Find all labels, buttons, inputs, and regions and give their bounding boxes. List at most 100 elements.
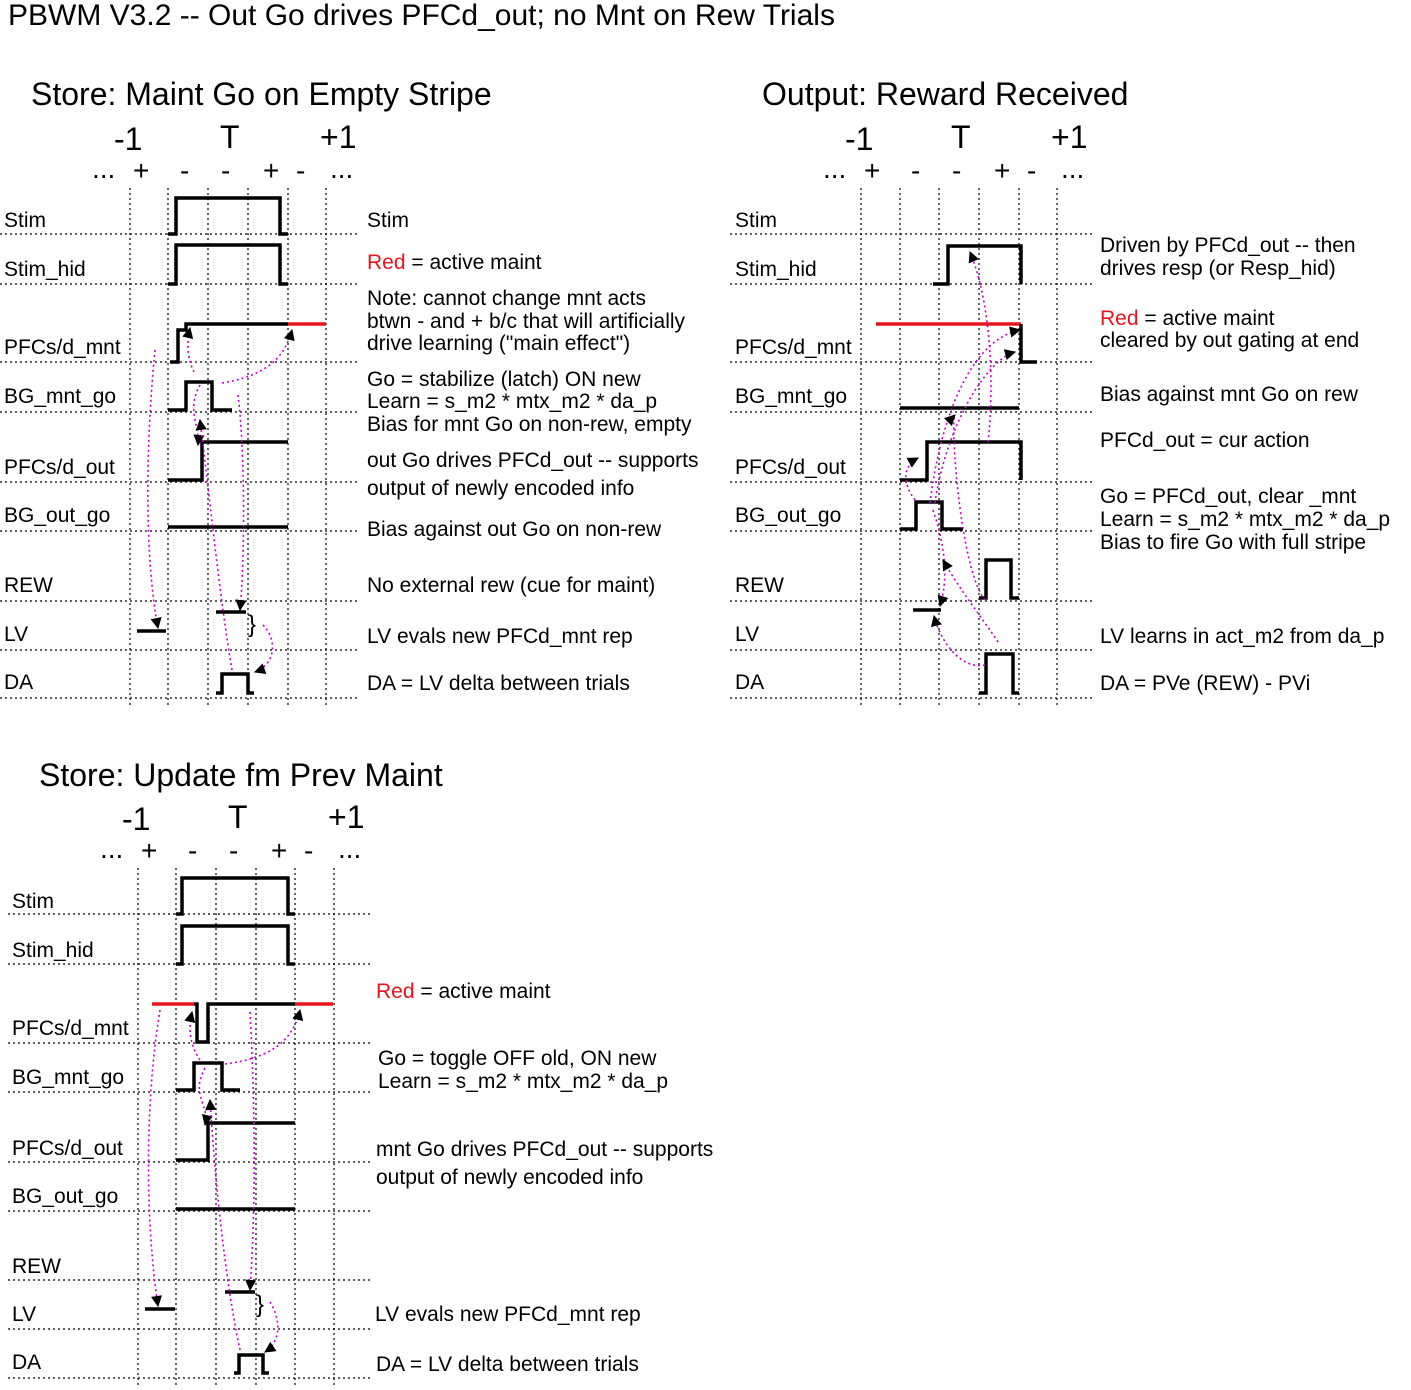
row-label: DA (735, 671, 764, 694)
tick-plus1: +1 (328, 799, 364, 835)
timing-grid (8, 868, 372, 1388)
row-label: DA (4, 671, 33, 694)
note: Stim (367, 209, 409, 232)
row-label: Stim (4, 209, 46, 232)
note: output of newly encoded info (376, 1166, 643, 1189)
row-label: BG_out_go (12, 1185, 118, 1208)
pfc-out-trace (176, 1121, 295, 1162)
note: mnt Go drives PFCd_out -- supports (376, 1138, 713, 1161)
pfc-mnt-trace (1019, 324, 1037, 364)
stim-hid-trace (933, 244, 1023, 286)
note: DA = LV delta between trials (367, 672, 630, 695)
note: LV evals new PFCd_mnt rep (367, 625, 633, 648)
tick-minus: - (1027, 155, 1036, 186)
row-label: Stim (12, 890, 54, 913)
row-label: LV (4, 623, 28, 646)
row-label: LV (735, 623, 759, 646)
pfc-mnt-trace (170, 322, 288, 364)
note: Go = stabilize (latch) ON new (367, 368, 642, 391)
row-label: Stim_hid (12, 939, 94, 962)
row-label: BG_out_go (735, 504, 841, 527)
note: LV evals new PFCd_mnt rep (375, 1303, 641, 1326)
panel-store-empty: Store: Maint Go on Empty Stripe -1 T +1 … (0, 76, 698, 708)
note: DA = LV delta between trials (376, 1353, 639, 1376)
lv-brace: } (248, 611, 256, 638)
stim-trace (168, 196, 288, 236)
note: drive learning ("main effect") (367, 332, 630, 355)
note-red-legend: Red = active maint (376, 980, 551, 1003)
tick-minus: - (180, 155, 189, 186)
causal-arrows (147, 1008, 304, 1353)
tick-plus1: +1 (320, 119, 356, 155)
tick-minus: - (952, 155, 961, 186)
bg-out-go-trace (900, 500, 963, 531)
row-label: PFCs/d_mnt (12, 1017, 129, 1040)
da-trace (216, 672, 254, 695)
note: Bias to fire Go with full stripe (1100, 531, 1366, 554)
lv-brace: } (256, 1291, 264, 1318)
note-red-legend: Red = active maint (1100, 307, 1275, 330)
row-label: BG_out_go (4, 504, 110, 527)
bg-mnt-go-trace (168, 380, 232, 412)
tick-T: T (220, 119, 240, 155)
row-label: Stim_hid (735, 258, 817, 281)
panel-store-update: Store: Update fm Prev Maint -1 T +1 ... … (8, 757, 713, 1388)
row-label: PFCs/d_mnt (4, 336, 121, 359)
row-label: BG_mnt_go (4, 385, 116, 408)
note: Driven by PFCd_out -- then (1100, 234, 1356, 257)
stim-hid-trace (176, 924, 295, 966)
pfc-out-trace (900, 440, 1023, 482)
tick-plus: + (271, 835, 287, 866)
tick-plus1: +1 (1051, 119, 1087, 155)
timing-grid (730, 188, 1092, 708)
row-label: BG_mnt_go (12, 1066, 124, 1089)
note: Note: cannot change mnt acts (367, 287, 646, 310)
note: Learn = s_m2 * mtx_m2 * da_p (367, 390, 657, 413)
note: drives resp (or Resp_hid) (1100, 257, 1336, 280)
row-label: REW (12, 1255, 61, 1278)
tick-plus: + (133, 155, 149, 186)
note: btwn - and + b/c that will artificially (367, 310, 686, 333)
bg-mnt-go-trace (176, 1061, 240, 1092)
row-label: BG_mnt_go (735, 385, 847, 408)
tick-ellipsis: ... (1061, 153, 1084, 184)
note: Bias for mnt Go on non-rew, empty (367, 413, 692, 436)
page-title: PBWM V3.2 -- Out Go drives PFCd_out; no … (8, 0, 835, 32)
pfc-out-trace (168, 440, 288, 482)
row-label: DA (12, 1351, 41, 1374)
tick-minus: - (296, 155, 305, 186)
note: Bias against mnt Go on rew (1100, 383, 1359, 406)
tick-ellipsis: ... (330, 153, 353, 184)
tick-minus1: -1 (122, 801, 150, 837)
row-label: PFCs/d_out (735, 456, 846, 479)
tick-minus: - (304, 835, 313, 866)
row-label: Stim (735, 209, 777, 232)
timing-grid (0, 188, 360, 708)
causal-arrows (147, 326, 295, 674)
da-trace (979, 652, 1019, 695)
note: output of newly encoded info (367, 477, 634, 500)
stim-trace (176, 876, 295, 916)
tick-minus1: -1 (845, 121, 873, 157)
tick-minus: - (229, 835, 238, 866)
tick-plus: + (864, 155, 880, 186)
row-label: PFCs/d_out (4, 456, 115, 479)
panel-title: Store: Update fm Prev Maint (39, 757, 443, 793)
causal-arrows (905, 250, 1022, 667)
tick-minus: - (911, 155, 920, 186)
note: No external rew (cue for maint) (367, 574, 655, 597)
tick-ellipsis: ... (92, 153, 115, 184)
row-label: PFCs/d_mnt (735, 336, 852, 359)
tick-plus: + (141, 835, 157, 866)
row-label: REW (735, 574, 784, 597)
stim-hid-trace (168, 243, 288, 286)
row-label: Stim_hid (4, 258, 86, 281)
tick-minus: - (221, 155, 230, 186)
tick-T: T (228, 799, 248, 835)
rew-trace (979, 558, 1019, 600)
note: Learn = s_m2 * mtx_m2 * da_p (378, 1070, 668, 1093)
note: LV learns in act_m2 from da_p (1100, 625, 1384, 648)
panel-title: Store: Maint Go on Empty Stripe (31, 76, 492, 112)
tick-ellipsis: ... (338, 833, 361, 864)
